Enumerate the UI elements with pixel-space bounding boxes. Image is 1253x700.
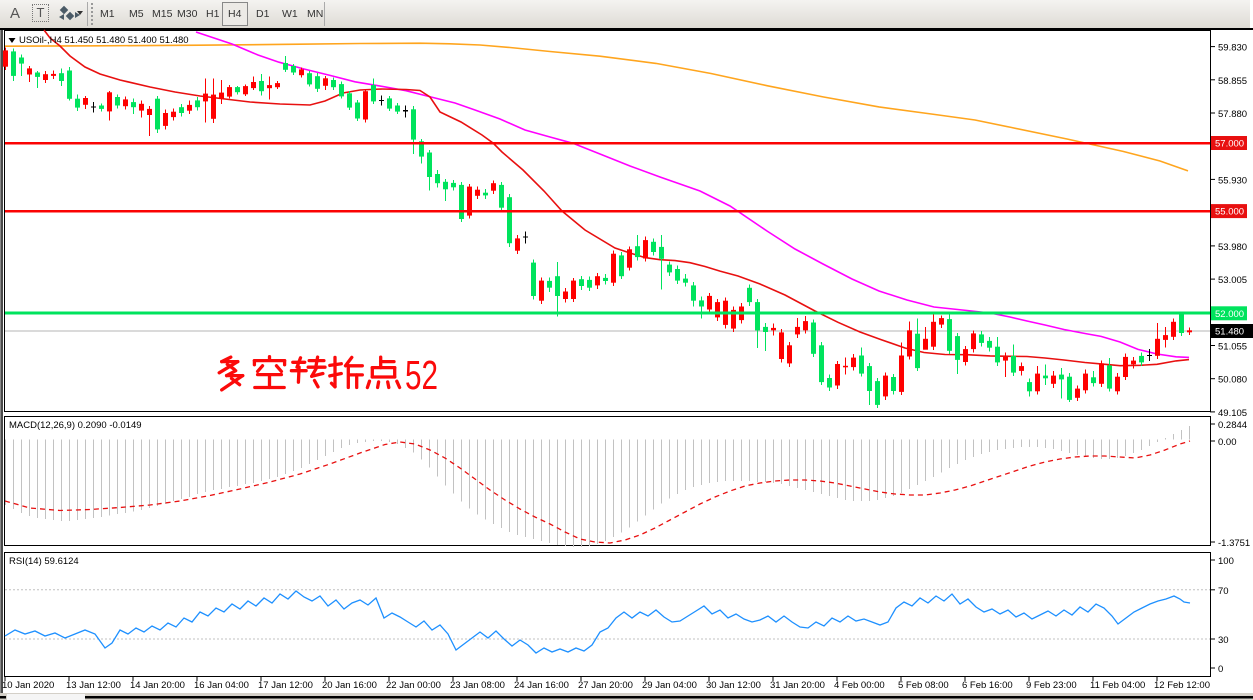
- svg-text:51.055: 51.055: [1218, 342, 1247, 353]
- svg-text:30: 30: [1218, 635, 1229, 646]
- svg-text:0: 0: [1218, 664, 1223, 675]
- svg-text:USOil-,H4 51.450 51.480 51.40: USOil-,H4 51.450 51.480 51.400 51.480: [19, 35, 189, 46]
- svg-text:53.980: 53.980: [1218, 242, 1247, 253]
- svg-text:29 Jan 04:00: 29 Jan 04:00: [642, 680, 697, 691]
- svg-text:22 Jan 00:00: 22 Jan 00:00: [386, 680, 441, 691]
- svg-text:RSI(14) 59.6124: RSI(14) 59.6124: [9, 556, 79, 567]
- svg-text:27 Jan 20:00: 27 Jan 20:00: [578, 680, 633, 691]
- svg-text:49.105: 49.105: [1218, 408, 1247, 419]
- svg-text:13 Jan 12:00: 13 Jan 12:00: [66, 680, 121, 691]
- svg-text:58.855: 58.855: [1218, 76, 1247, 87]
- svg-text:50.080: 50.080: [1218, 375, 1247, 386]
- svg-text:100: 100: [1218, 556, 1234, 567]
- svg-text:11 Feb 04:00: 11 Feb 04:00: [1090, 680, 1145, 691]
- svg-text:24 Jan 16:00: 24 Jan 16:00: [514, 680, 569, 691]
- svg-text:55.930: 55.930: [1218, 175, 1247, 186]
- svg-text:14 Jan 20:00: 14 Jan 20:00: [130, 680, 185, 691]
- svg-text:10 Jan 2020: 10 Jan 2020: [2, 680, 54, 691]
- svg-text:MACD(12,26,9) 0.2090 -0.0149: MACD(12,26,9) 0.2090 -0.0149: [9, 420, 142, 431]
- svg-text:0.2844: 0.2844: [1218, 420, 1247, 431]
- svg-text:4 Feb 00:00: 4 Feb 00:00: [834, 680, 885, 691]
- svg-text:52: 52: [405, 352, 438, 398]
- svg-text:-1.3751: -1.3751: [1218, 538, 1250, 549]
- svg-text:59.830: 59.830: [1218, 43, 1247, 54]
- svg-text:52.000: 52.000: [1215, 309, 1244, 320]
- svg-text:17 Jan 12:00: 17 Jan 12:00: [258, 680, 313, 691]
- svg-text:57.000: 57.000: [1215, 139, 1244, 150]
- svg-text:53.005: 53.005: [1218, 275, 1247, 286]
- svg-text:70: 70: [1218, 586, 1229, 597]
- svg-text:5 Feb 08:00: 5 Feb 08:00: [898, 680, 949, 691]
- svg-text:16 Jan 04:00: 16 Jan 04:00: [194, 680, 249, 691]
- svg-text:12 Feb 12:00: 12 Feb 12:00: [1154, 680, 1210, 691]
- svg-text:31 Jan 20:00: 31 Jan 20:00: [770, 680, 825, 691]
- svg-text:0.00: 0.00: [1218, 437, 1237, 448]
- svg-text:6 Feb 16:00: 6 Feb 16:00: [962, 680, 1013, 691]
- svg-text:30 Jan 12:00: 30 Jan 12:00: [706, 680, 761, 691]
- svg-text:23 Jan 08:00: 23 Jan 08:00: [450, 680, 505, 691]
- svg-text:57.880: 57.880: [1218, 109, 1247, 120]
- svg-text:9 Feb 23:00: 9 Feb 23:00: [1026, 680, 1077, 691]
- svg-text:20 Jan 16:00: 20 Jan 16:00: [322, 680, 377, 691]
- svg-text:51.480: 51.480: [1215, 327, 1244, 338]
- svg-text:55.000: 55.000: [1215, 207, 1244, 218]
